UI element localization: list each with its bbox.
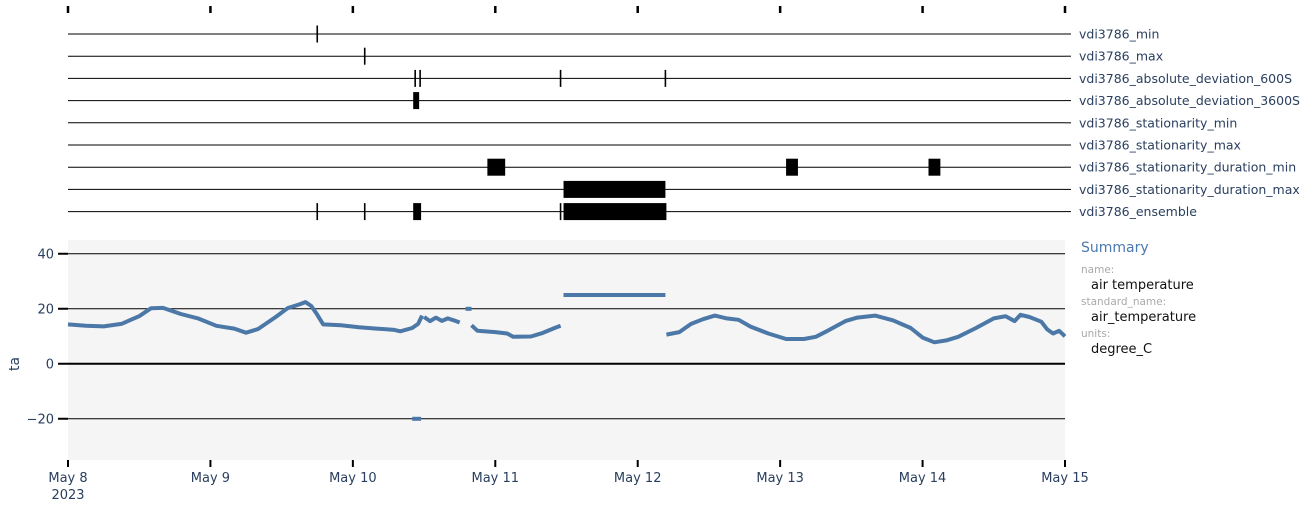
x-tick-year-label: 2023 xyxy=(51,488,84,503)
y-tick-label: 40 xyxy=(37,247,54,262)
summary-panel: Summary name: air temperature standard_n… xyxy=(1081,240,1301,359)
plot-background xyxy=(68,240,1065,460)
flag-row-label: vdi3786_stationarity_duration_max xyxy=(1079,182,1300,197)
y-tick-label: 0 xyxy=(46,357,54,372)
summary-value-standard-name: air_temperature xyxy=(1091,310,1197,325)
flag-event-span xyxy=(413,203,422,221)
flag-row-label: vdi3786_ensemble xyxy=(1079,204,1197,219)
x-tick-label: May 14 xyxy=(899,471,947,486)
timeline-top-axis xyxy=(66,6,1067,13)
x-tick-label: May 11 xyxy=(472,471,520,486)
flag-row-label: vdi3786_stationarity_duration_min xyxy=(1079,160,1296,175)
temperature-series-segment xyxy=(470,323,562,339)
flag-row-label: vdi3786_max xyxy=(1079,49,1163,64)
flag-row-label: vdi3786_absolute_deviation_600S xyxy=(1079,71,1292,86)
flag-event-span xyxy=(563,203,667,221)
x-tick-label: May 15 xyxy=(1041,471,1089,486)
temperature-series-segment xyxy=(67,300,424,335)
y-axis-title: ta xyxy=(7,357,23,371)
y-tick-label: 20 xyxy=(37,302,54,317)
summary-value-units: degree_C xyxy=(1091,342,1153,357)
x-tick-label: May 8 xyxy=(48,471,87,486)
quality-flag-rows: vdi3786_min vdi3786_max vdi3786_absolute_d… xyxy=(68,25,1300,221)
summary-key-name: name: xyxy=(1081,264,1115,276)
flag-row-label: vdi3786_stationarity_max xyxy=(1079,138,1241,153)
x-tick-label: May 12 xyxy=(614,471,662,486)
x-tick-label: May 10 xyxy=(329,471,377,486)
x-tick-label: May 13 xyxy=(756,471,804,486)
flag-event-span xyxy=(786,158,798,176)
flag-event-span xyxy=(563,180,666,198)
temperature-series-segment xyxy=(666,312,1067,345)
flag-row-label: vdi3786_absolute_deviation_3600S xyxy=(1079,93,1300,108)
temperature-series-segment xyxy=(422,315,461,325)
flag-event-span xyxy=(928,158,941,176)
flag-event-span xyxy=(413,92,420,110)
summary-title: Summary xyxy=(1081,240,1149,256)
summary-key-units: units: xyxy=(1081,328,1111,340)
summary-key-standard-name: standard_name: xyxy=(1081,296,1167,308)
flag-row-label: vdi3786_min xyxy=(1079,27,1159,42)
flag-event-span xyxy=(487,158,506,176)
summary-value-name: air temperature xyxy=(1091,278,1194,293)
flag-row-label: vdi3786_stationarity_min xyxy=(1079,115,1237,130)
x-tick-label: May 9 xyxy=(191,471,230,486)
temperature-plot-area: −20 0 20 40 May 8 May 9 May 10 May 11 May 12 May … xyxy=(27,240,1089,503)
y-tick-label: −20 xyxy=(27,412,54,427)
